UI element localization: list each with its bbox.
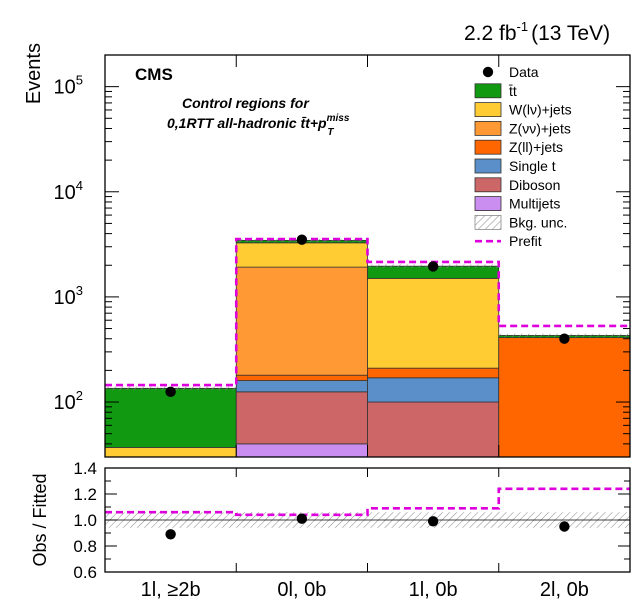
legend-swatch (474, 83, 502, 99)
legend-swatch (474, 158, 502, 174)
lumi-superscript: -1 (517, 19, 529, 34)
x-axis-category-labels: 1l, ≥2b 0l, 0b 1l, 0b 2l, 0b (141, 579, 589, 601)
bar-segment (104, 387, 237, 448)
y-tick-label: 105 (54, 73, 83, 99)
legend-label: t̄t (509, 83, 517, 99)
legend-swatch (474, 196, 502, 212)
x-category-label: 2l, 0b (540, 579, 589, 601)
legend-swatch (474, 139, 502, 155)
ratio-y-axis: 0.6 0.8 1.0 1.2 1.4 (73, 459, 630, 582)
annotation-line-2: 0,1RTT all-hadronic t̄t+pmiss T (167, 113, 350, 138)
ratio-y-tick-label: 1.4 (73, 459, 97, 478)
bar-segment (235, 242, 368, 268)
legend-swatch (474, 102, 502, 117)
annotation-line-1: Control regions for (182, 95, 310, 111)
ratio-point (296, 513, 308, 524)
legend-swatch (474, 121, 502, 136)
ratio-prefit-line (105, 487, 630, 517)
stacked-bars (104, 239, 631, 458)
legend-label: Diboson (509, 177, 560, 193)
legend-data-marker (482, 66, 494, 78)
bar-segment (235, 391, 368, 445)
legend-label: Bkg. unc. (509, 214, 567, 230)
lumi-label: 2.2 fb-1 (13 TeV) (464, 19, 610, 45)
legend-swatch (474, 177, 502, 193)
ratio-point (559, 521, 570, 532)
energy-label: (13 TeV) (531, 22, 610, 45)
prefit-line (105, 237, 630, 387)
bar-segment (367, 377, 500, 403)
legend-label: Single t (509, 158, 556, 174)
ratio-prefit-step (105, 487, 630, 517)
x-category-label: 0l, 0b (277, 579, 326, 601)
y-tick-label: 104 (54, 178, 83, 204)
legend-hatch-swatch (474, 214, 502, 230)
cms-label: CMS (135, 65, 173, 84)
main-plot-panel: 102 103 104 105 Events CMS Control regions … (23, 43, 631, 572)
legend-label: Z(νν)+jets (509, 120, 571, 136)
data-points (165, 234, 570, 398)
y-tick-label: 102 (54, 388, 83, 414)
bar-segment (235, 443, 368, 458)
legend-label: Prefit (509, 233, 542, 249)
legend-label: Data (509, 64, 539, 80)
ratio-plot-panel: 0.6 0.8 1.0 1.2 1.4 Obs / Fitted 1l, ≥2b 0l, … (30, 459, 631, 601)
bar-segment (235, 380, 368, 393)
ratio-y-axis-title: Obs / Fitted (30, 473, 50, 566)
ratio-y-tick-label: 1.2 (73, 485, 97, 504)
ratio-y-tick-label: 0.8 (73, 537, 97, 556)
prefit-step (105, 237, 630, 387)
data-point (559, 333, 570, 344)
bar-segment (235, 266, 368, 376)
ratio-points (165, 513, 570, 540)
ratio-y-tick-label: 1.0 (73, 511, 97, 530)
y-axis-title: Events (23, 43, 45, 104)
ratio-y-tick-label: 0.6 (73, 563, 97, 582)
ratio-point (427, 516, 439, 527)
bar-segment (367, 367, 500, 379)
bar-segment (367, 401, 500, 458)
data-point (165, 386, 176, 398)
bar-segment (235, 374, 368, 381)
bar-segment (498, 337, 631, 458)
legend-label: Z(ll)+jets (509, 139, 563, 155)
x-category-label: 1l, 0b (409, 579, 458, 601)
y-tick-label: 103 (54, 283, 83, 309)
data-point (296, 234, 308, 245)
legend: Data t̄t W(lν)+jets Z(νν)+jets Z(ll)+jets Sin… (474, 64, 572, 249)
bar-segment (367, 277, 500, 369)
x-category-label: 1l, ≥2b (141, 579, 201, 601)
main-y-axis: 102 103 104 105 (54, 54, 631, 572)
legend-label: W(lν)+jets (509, 102, 572, 118)
legend-label: Multijets (509, 196, 560, 212)
data-point (427, 261, 439, 272)
bar-segment (104, 447, 237, 458)
ratio-point (165, 529, 176, 540)
